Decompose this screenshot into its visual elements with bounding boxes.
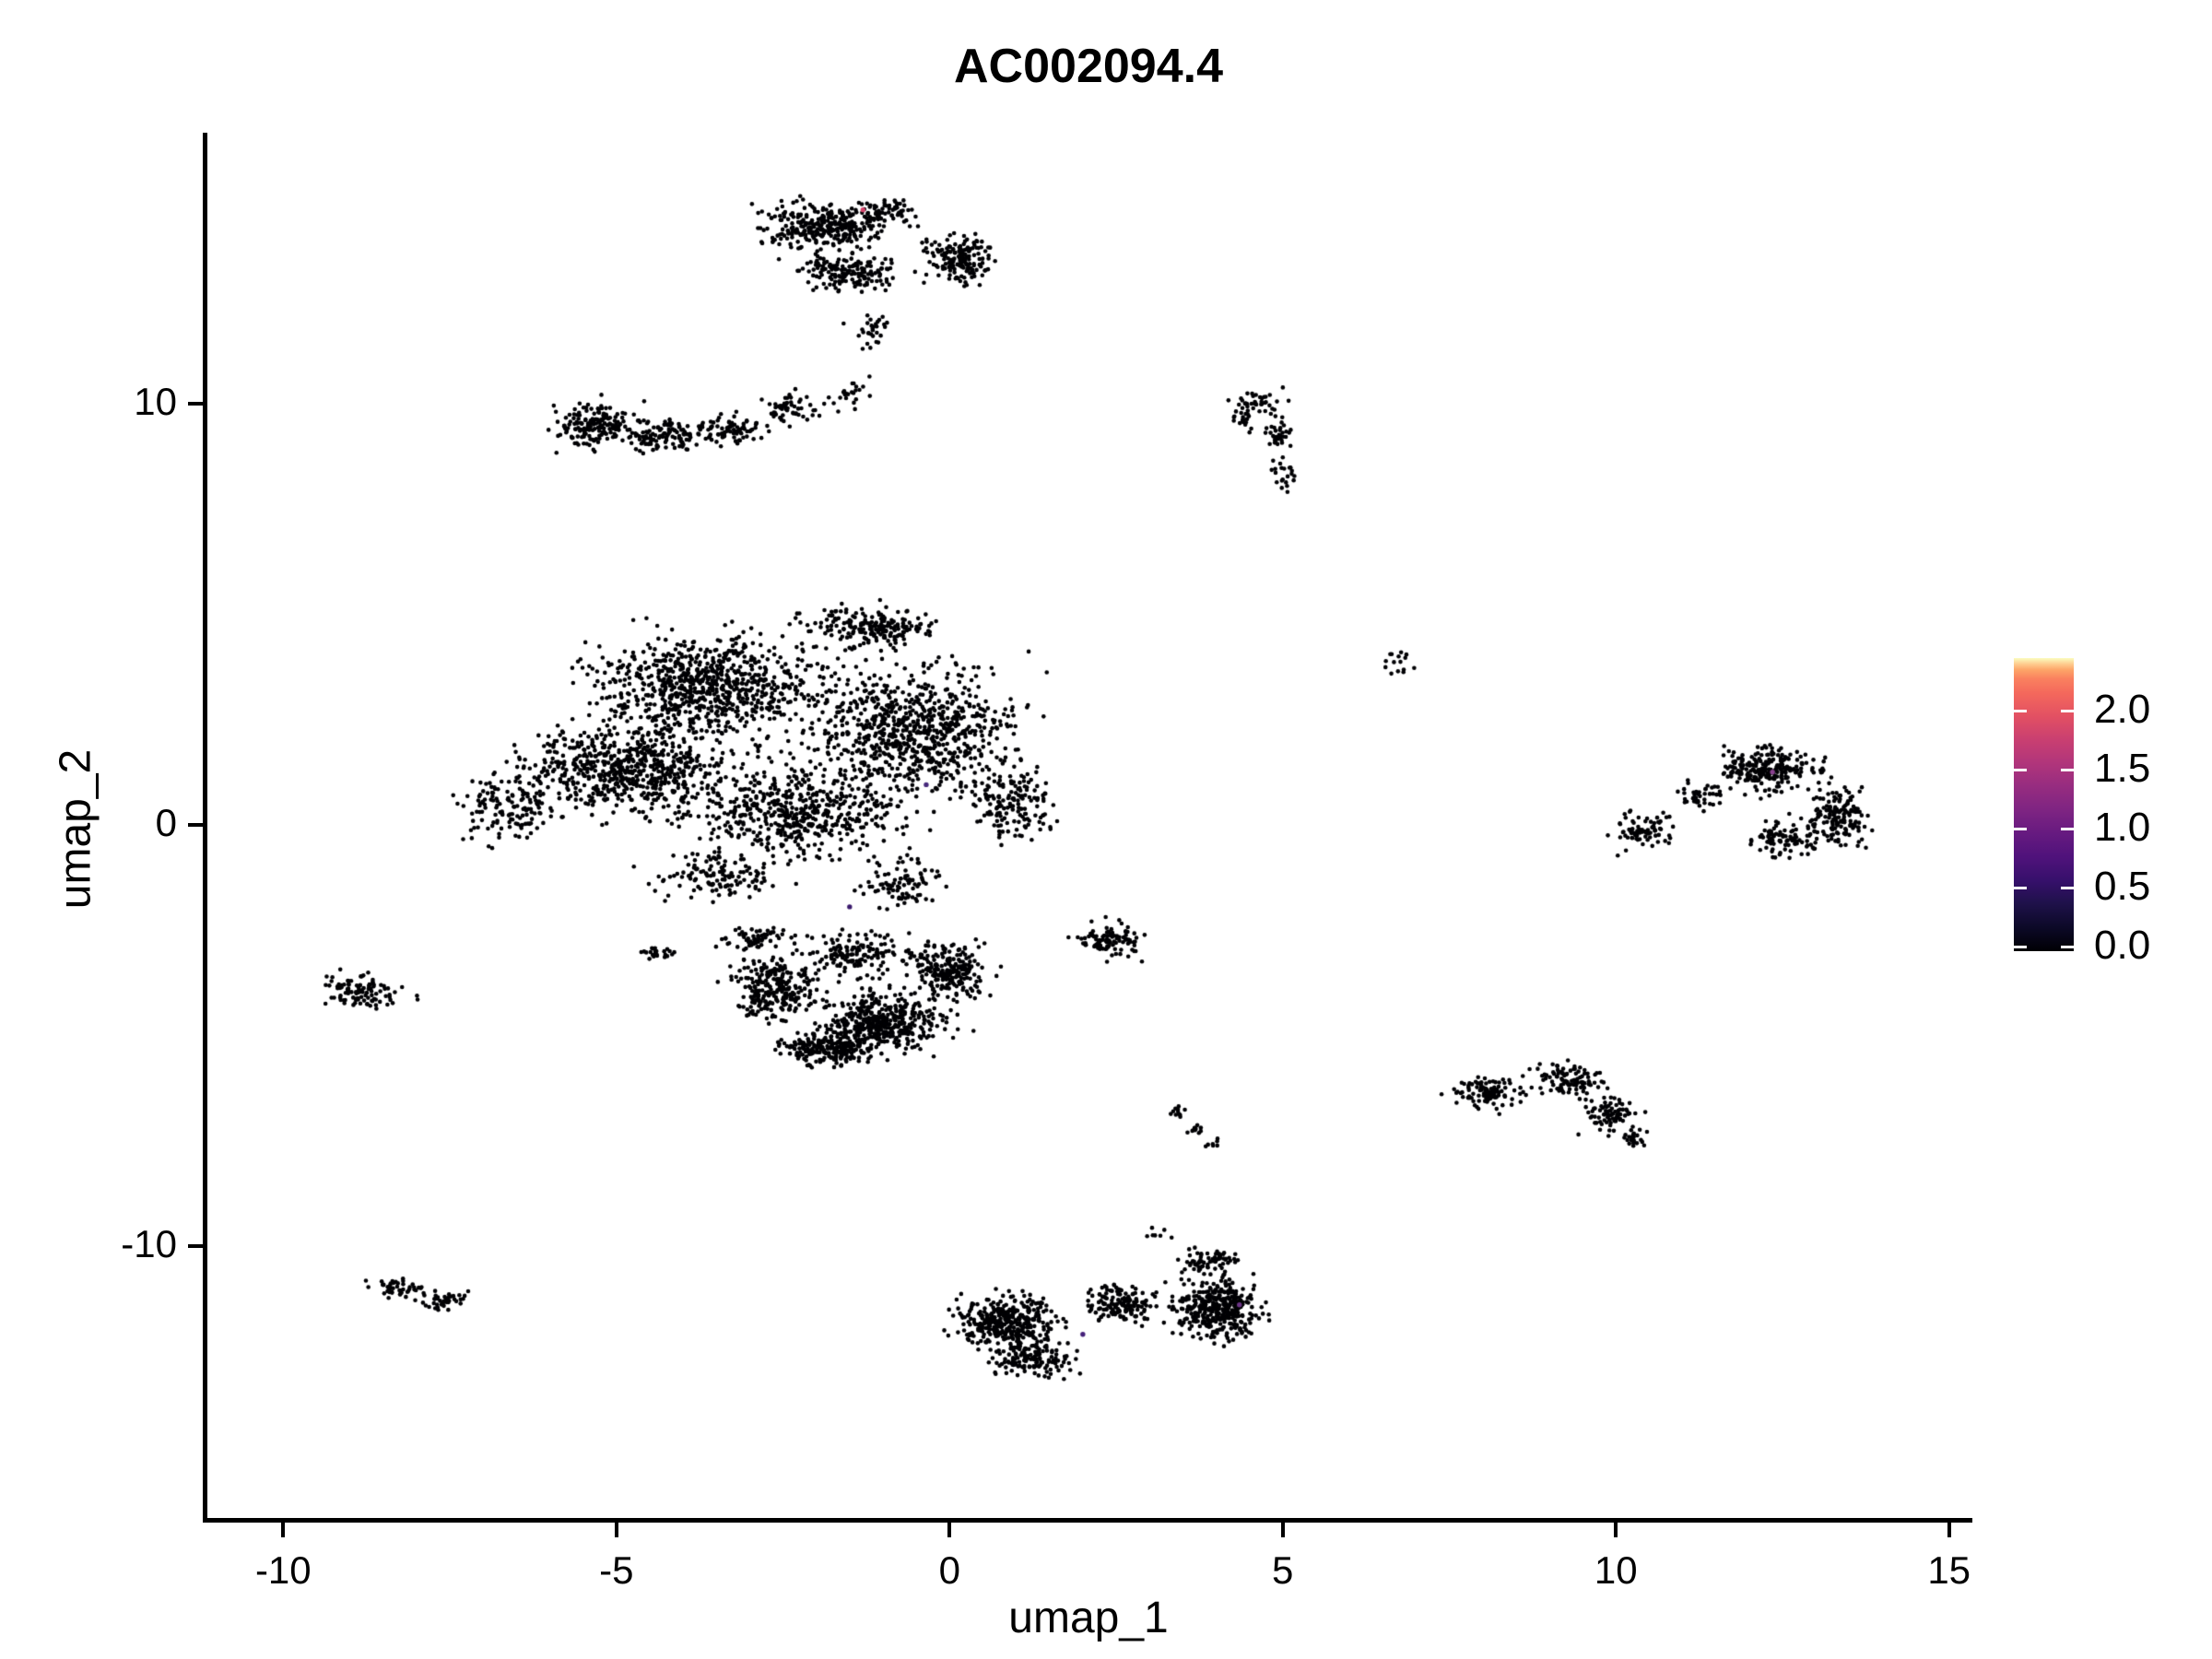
x-tick-label: -5 [599, 1548, 634, 1592]
colorbar-tick-label: 1.5 [2094, 746, 2151, 791]
colorbar-tick-mark [2061, 828, 2074, 830]
colorbar-tick-label: 0.5 [2094, 864, 2151, 909]
colorbar-tick-mark [2014, 887, 2027, 889]
y-tick-label: 10 [134, 379, 177, 423]
x-axis-title: umap_1 [1008, 1594, 1169, 1642]
colorbar-tick-label: 1.0 [2094, 805, 2151, 850]
y-tick-label: 0 [155, 800, 177, 844]
colorbar-tick-mark [2061, 946, 2074, 948]
colorbar-tick-label: 0.0 [2094, 923, 2151, 968]
y-tick-mark [188, 401, 203, 406]
expression-colorbar [2014, 658, 2074, 951]
y-tick-label: -10 [121, 1221, 177, 1265]
colorbar-tick-label: 2.0 [2094, 687, 2151, 732]
x-tick-label: 15 [1927, 1548, 1971, 1592]
plot-title: AC002094.4 [954, 40, 1223, 93]
x-tick-mark [614, 1523, 618, 1537]
y-tick-mark [188, 822, 203, 827]
colorbar-tick-mark [2014, 828, 2027, 830]
x-tick-mark [1614, 1523, 1618, 1537]
x-tick-label: -10 [254, 1548, 312, 1592]
x-tick-mark [1947, 1523, 1951, 1537]
y-axis-title: umap_2 [51, 748, 100, 910]
colorbar-tick-mark [2061, 887, 2074, 889]
colorbar-tick-mark [2014, 710, 2027, 712]
colorbar-tick-mark [2061, 710, 2074, 712]
x-tick-mark [281, 1523, 286, 1537]
x-tick-label: 5 [1272, 1548, 1294, 1592]
y-tick-mark [188, 1243, 203, 1248]
colorbar-tick-mark [2014, 946, 2027, 948]
colorbar-tick-mark [2014, 769, 2027, 771]
x-tick-label: 0 [938, 1548, 960, 1592]
colorbar-tick-mark [2061, 769, 2074, 771]
x-tick-mark [947, 1523, 952, 1537]
x-tick-label: 10 [1594, 1548, 1638, 1592]
x-tick-mark [1280, 1523, 1285, 1537]
